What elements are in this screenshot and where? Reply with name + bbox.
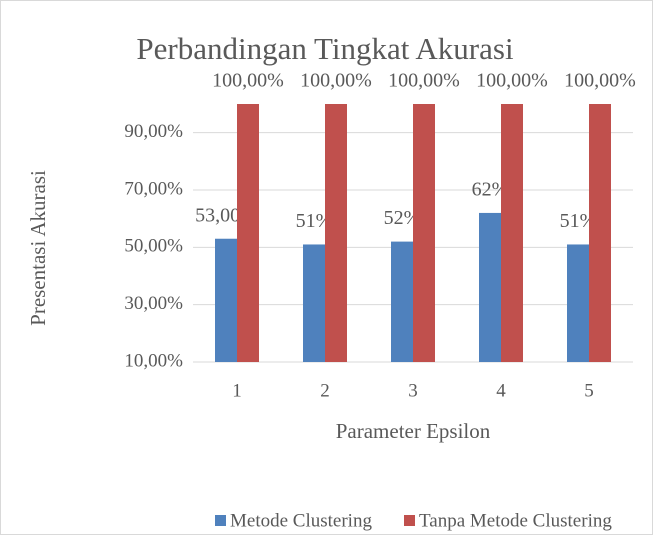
bar <box>215 238 237 362</box>
bar <box>501 104 523 362</box>
bar <box>479 212 501 362</box>
data-label: 52% <box>384 207 421 229</box>
data-label: 100,00% <box>476 70 548 92</box>
data-label: 100,00% <box>212 70 284 92</box>
bar <box>589 104 611 362</box>
x-axis-title: Parameter Epsilon <box>336 419 491 443</box>
data-label: 62% <box>472 179 509 201</box>
x-tick-label: 1 <box>232 380 242 401</box>
x-tick-label: 5 <box>584 380 594 401</box>
x-tick-label: 2 <box>320 380 330 401</box>
data-label: 51% <box>560 210 597 232</box>
legend-label: Tanpa Metode Clustering <box>419 510 612 531</box>
x-tick-label: 3 <box>408 380 418 401</box>
legend-swatch <box>215 515 226 526</box>
y-tick-label: 70,00% <box>124 178 183 199</box>
y-tick-label: 90,00% <box>124 121 183 142</box>
legend-swatch <box>404 515 415 526</box>
y-axis-title: Presentasi Akurasi <box>26 170 50 326</box>
legend-label: Metode Clustering <box>230 510 372 531</box>
data-label: 100,00% <box>564 70 636 92</box>
bar <box>413 104 435 362</box>
x-tick-label: 4 <box>496 380 506 401</box>
y-tick-label: 10,00% <box>124 350 183 371</box>
bar <box>303 244 325 362</box>
data-label: 100,00% <box>300 70 372 92</box>
data-label: 100,00% <box>388 70 460 92</box>
bar <box>237 104 259 362</box>
data-label: 51% <box>296 210 333 232</box>
y-tick-label: 50,00% <box>124 236 183 257</box>
bar <box>567 244 589 362</box>
y-tick-label: 30,00% <box>124 293 183 314</box>
chart-title: Perbandingan Tingkat Akurasi <box>136 31 514 66</box>
bar <box>325 104 347 362</box>
bar <box>391 241 413 362</box>
